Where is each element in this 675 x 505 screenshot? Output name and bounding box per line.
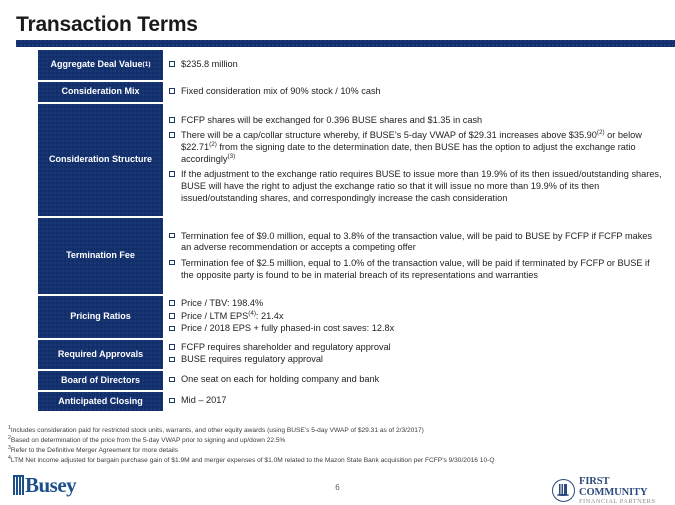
footnote-marker: 1 xyxy=(8,424,11,431)
bullet-item: Price / LTM EPS(4): 21.4x xyxy=(169,310,663,323)
term-row-content: Termination fee of $9.0 million, equal t… xyxy=(163,218,663,294)
footnote-marker: 4 xyxy=(8,454,11,461)
checkbox-bullet-icon xyxy=(169,356,175,363)
footnote-marker: 2 xyxy=(8,434,11,441)
fcfp-logo-text: FIRST COMMUNITY FINANCIAL PARTNERS xyxy=(579,476,675,505)
checkbox-bullet-icon xyxy=(169,300,175,307)
term-row-label: Consideration Mix xyxy=(38,82,163,102)
footnote: 1Includes consideration paid for restric… xyxy=(8,424,424,434)
checkbox-bullet-icon xyxy=(169,132,175,138)
bullet-item: There will be a cap/collar structure whe… xyxy=(169,129,663,166)
bullet-item: FCFP requires shareholder and regulatory… xyxy=(169,342,663,354)
checkbox-bullet-icon xyxy=(169,171,175,177)
term-row: Anticipated Closing Mid – 2017 xyxy=(38,392,663,411)
bullet-item: Mid – 2017 xyxy=(169,395,663,407)
term-row: Required Approvals FCFP requires sharehol… xyxy=(38,340,663,369)
checkbox-bullet-icon xyxy=(169,325,175,332)
checkbox-bullet-icon xyxy=(169,259,175,266)
bullet-item: Price / TBV: 198.4% xyxy=(169,298,663,310)
term-row-label: Required Approvals xyxy=(38,340,163,369)
term-row-label: Anticipated Closing xyxy=(38,392,163,411)
term-row-content: Mid – 2017 xyxy=(163,392,663,411)
bullet-item: One seat on each for holding company and… xyxy=(169,374,663,386)
bullet-item: BUSE requires regulatory approval xyxy=(169,354,663,366)
bullet-item: $235.8 million xyxy=(169,59,663,71)
term-row-content: FCFP requires shareholder and regulatory… xyxy=(163,340,663,369)
busey-columns-icon xyxy=(13,475,24,495)
bullet-item: FCFP shares will be exchanged for 0.396 … xyxy=(169,115,663,127)
checkbox-bullet-icon xyxy=(169,61,175,67)
busey-logo: Busey xyxy=(13,472,77,497)
term-row-label: Board of Directors xyxy=(38,371,163,390)
footnote-marker: 3 xyxy=(8,444,11,451)
fcfp-seal-icon xyxy=(552,479,575,503)
page-number: 6 xyxy=(335,483,340,492)
footnotes-block: 1Includes consideration paid for restric… xyxy=(8,424,668,466)
fcfp-logo-line2: FINANCIAL PARTNERS xyxy=(579,497,656,505)
term-row: Consideration Mix Fixed consideration mix… xyxy=(38,82,663,102)
term-row: Board of Directors One seat on each for h… xyxy=(38,371,663,390)
first-community-logo: FIRST COMMUNITY FINANCIAL PARTNERS xyxy=(552,476,675,505)
footnote: 2Based on determination of the price fro… xyxy=(8,434,286,445)
term-row: Consideration Structure FCFP shares will … xyxy=(38,104,663,216)
term-row: Aggregate Deal Value (1) $235.8 million xyxy=(38,50,663,80)
checkbox-bullet-icon xyxy=(169,232,175,239)
footnote: 3Refer to the Definitive Merger Agreemen… xyxy=(8,444,179,455)
bullet-item: If the adjustment to the exchange ratio … xyxy=(169,169,663,205)
checkbox-bullet-icon xyxy=(169,344,175,350)
term-row-label: Pricing Ratios xyxy=(38,296,163,338)
term-row: Pricing Ratios Price / TBV: 198.4% Price /… xyxy=(38,296,663,338)
term-row-label: Consideration Structure xyxy=(38,104,163,216)
transaction-terms-table: Aggregate Deal Value (1) $235.8 million Con… xyxy=(38,50,663,413)
page-title: Transaction Terms xyxy=(16,13,198,36)
checkbox-bullet-icon xyxy=(169,397,175,404)
bullet-item: Termination fee of $9.0 million, equal t… xyxy=(169,231,663,255)
term-row-label: Termination Fee xyxy=(38,218,163,294)
term-row-content: Price / TBV: 198.4% Price / LTM EPS(4): 2… xyxy=(163,296,663,338)
busey-logo-wordmark: Busey xyxy=(25,472,77,497)
term-row-content: $235.8 million xyxy=(163,50,663,80)
term-row-label: Aggregate Deal Value (1) xyxy=(38,50,163,80)
bullet-item: Termination fee of $2.5 million, equal t… xyxy=(169,258,663,282)
checkbox-bullet-icon xyxy=(169,376,175,383)
checkbox-bullet-icon xyxy=(169,88,175,94)
fcfp-logo-line1: FIRST COMMUNITY xyxy=(579,476,648,499)
checkbox-bullet-icon xyxy=(169,313,175,319)
checkbox-bullet-icon xyxy=(169,117,175,123)
term-row-content: One seat on each for holding company and… xyxy=(163,371,663,390)
term-row-content: Fixed consideration mix of 90% stock / 1… xyxy=(163,82,663,102)
bullet-item: Price / 2018 EPS + fully phased-in cost … xyxy=(169,323,663,335)
footnote: 4LTM Net income adjusted for bargain pur… xyxy=(8,454,495,465)
term-row-content: FCFP shares will be exchanged for 0.396 … xyxy=(163,104,663,216)
title-divider-rule xyxy=(16,40,675,47)
term-row: Termination Fee Termination fee of $9.0 m… xyxy=(38,218,663,294)
bullet-item: Fixed consideration mix of 90% stock / 1… xyxy=(169,86,663,98)
